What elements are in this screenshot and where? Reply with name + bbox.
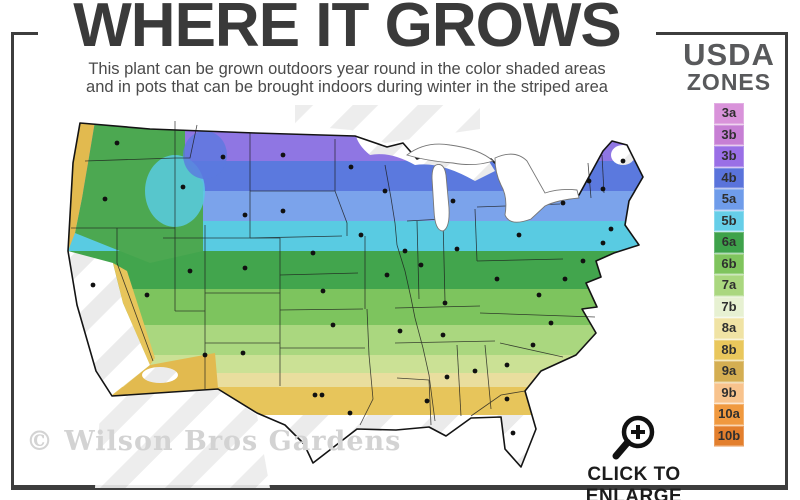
legend-zone-7a: 7a: [714, 275, 744, 297]
city-dot: [504, 396, 510, 402]
city-dot: [202, 352, 208, 358]
city-dot: [144, 292, 150, 298]
city-dot: [494, 276, 500, 282]
city-dot: [560, 200, 566, 206]
legend-title-usda: USDA: [683, 37, 775, 72]
city-dot: [516, 232, 522, 238]
city-dot: [347, 410, 353, 416]
city-dot: [600, 240, 606, 246]
city-dot: [330, 322, 336, 328]
lakes-huron-erie-ontario: [494, 153, 580, 223]
legend-zone-3a: 3a: [714, 103, 744, 125]
legend-zone-9a: 9a: [714, 361, 744, 383]
city-dot: [444, 374, 450, 380]
city-dot: [600, 186, 606, 192]
usda-zone-map[interactable]: [55, 103, 670, 488]
city-dot: [319, 392, 325, 398]
city-dot: [450, 198, 456, 204]
city-dot: [240, 350, 246, 356]
city-dot: [454, 246, 460, 252]
lake-michigan: [431, 164, 450, 232]
city-dot: [320, 288, 326, 294]
city-dot: [187, 268, 193, 274]
city-dot: [402, 248, 408, 254]
city-dot: [348, 164, 354, 170]
city-dots: [90, 140, 626, 436]
city-dot: [384, 272, 390, 278]
lake-superior: [406, 143, 494, 166]
city-dot: [608, 226, 614, 232]
city-dot: [536, 292, 542, 298]
legend-zone-7b: 7b: [714, 296, 744, 318]
city-dot: [620, 158, 626, 164]
city-dot: [442, 300, 448, 306]
city-dot: [280, 208, 286, 214]
city-dot: [280, 152, 286, 158]
legend-zone-5a: 5a: [714, 189, 744, 211]
city-dot: [382, 188, 388, 194]
magnifier-icon[interactable]: [608, 410, 664, 466]
city-dot: [504, 362, 510, 368]
legend-zone-9b: 9b: [714, 382, 744, 404]
city-dot: [102, 196, 108, 202]
click-to-enlarge-button[interactable]: CLICK TO ENLARGE: [585, 464, 683, 500]
legend-zone-3b: 3b: [714, 124, 744, 146]
legend-zone-5b: 5b: [714, 210, 744, 232]
city-dot: [358, 232, 364, 238]
city-dot: [586, 178, 592, 184]
subtitle-line-2: and in pots that can be brought indoors …: [86, 78, 608, 96]
legend-zone-10a: 10a: [714, 404, 744, 426]
city-dot: [424, 398, 430, 404]
city-dot: [440, 332, 446, 338]
city-dot: [180, 184, 186, 190]
city-dot: [418, 262, 424, 268]
city-dot: [242, 212, 248, 218]
city-dot: [510, 430, 516, 436]
mexico-striped-area: [95, 390, 270, 488]
legend-zone-8a: 8a: [714, 318, 744, 340]
city-dot: [114, 140, 120, 146]
city-dot: [242, 265, 248, 271]
city-dot: [312, 392, 318, 398]
legend-zone-10b: 10b: [714, 425, 744, 447]
legend-zone-3b: 3b: [714, 146, 744, 168]
legend-zone-chips: 3a 3b 3b 4b 5a 5b 6a 6b 7a 7b 8a 8b 9a 9b 10a 10b: [683, 103, 775, 447]
subtitle-line-1: This plant can be grown outdoors year ro…: [88, 60, 606, 78]
city-dot: [397, 328, 403, 334]
legend-zone-4b: 4b: [714, 167, 744, 189]
legend-zone-8b: 8b: [714, 339, 744, 361]
city-dot: [548, 320, 554, 326]
page-subtitle: This plant can be grown outdoors year ro…: [38, 60, 656, 96]
page-title: WHERE IT GROWS: [38, 0, 656, 58]
city-dot: [472, 368, 478, 374]
watermark: © Wilson Bros Gardens: [26, 426, 402, 457]
great-lakes: [406, 143, 580, 232]
canada-striped-area: [295, 105, 480, 143]
usda-zones-legend: USDA ZONES 3a 3b 3b 4b 5a 5b 6a 6b 7a 7b 8a 8b 9a 9b 1…: [683, 37, 775, 447]
city-dot: [90, 282, 96, 288]
legend-zone-6b: 6b: [714, 253, 744, 275]
state-borders: [71, 121, 605, 426]
legend-title-zones: ZONES: [686, 69, 772, 95]
city-dot: [562, 276, 568, 282]
city-dot: [580, 258, 586, 264]
city-dot: [530, 342, 536, 348]
legend-zone-6a: 6a: [714, 232, 744, 254]
city-dot: [310, 250, 316, 256]
city-dot: [220, 154, 226, 160]
